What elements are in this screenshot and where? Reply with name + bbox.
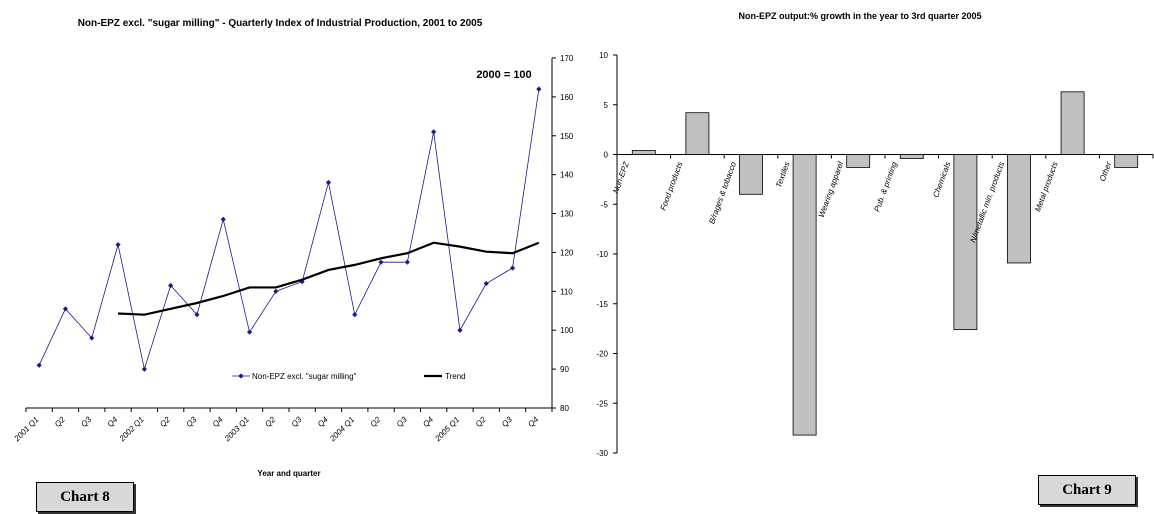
- data-point: [273, 288, 279, 294]
- bar: [899, 154, 924, 159]
- data-point: [299, 279, 305, 285]
- data-point: [483, 280, 489, 287]
- scale-annotation: 2000 = 100: [476, 69, 531, 81]
- data-point: [325, 179, 332, 186]
- data-point: [457, 327, 463, 333]
- y-tick-label: -30: [596, 449, 608, 458]
- data-point: [194, 312, 200, 318]
- legend-marker-series: [238, 373, 244, 379]
- category-label: Non-EPZ: [611, 160, 631, 195]
- y-tick-label: 0: [604, 151, 609, 160]
- legend-label-series: Non-EPZ excl. "sugar milling": [252, 372, 357, 381]
- y-tick-label: 150: [560, 132, 574, 141]
- y-tick-label: 90: [560, 365, 569, 374]
- chart9-title: Non-EPZ output:% growth in the year to 3…: [738, 11, 982, 21]
- bar: [631, 150, 656, 155]
- category-label: Food products: [659, 161, 685, 212]
- x-axis-title: Year and quarter: [257, 469, 320, 478]
- series-line: [38, 89, 540, 371]
- data-point: [36, 362, 42, 368]
- bar: [846, 154, 871, 168]
- y-tick-label: 160: [560, 93, 574, 102]
- y-tick-label: 5: [604, 101, 609, 110]
- chart9-label-box: Chart 9: [1038, 475, 1136, 505]
- data-point: [89, 335, 95, 341]
- y-tick-label: 130: [560, 210, 574, 219]
- chart8-title: Non-EPZ excl. "sugar milling" - Quarterl…: [77, 18, 483, 29]
- bar: [1114, 154, 1139, 168]
- category-label: Metal products: [1033, 161, 1059, 213]
- data-point: [141, 366, 147, 372]
- y-tick-label: -20: [596, 350, 608, 359]
- data-point: [378, 259, 384, 265]
- bar: [685, 112, 710, 155]
- category-label: Pub. & printing: [872, 160, 899, 213]
- data-point: [431, 129, 437, 135]
- bar: [792, 154, 817, 436]
- data-point: [404, 259, 410, 265]
- chart8-label-box: Chart 8: [36, 482, 134, 512]
- y-tick-label: -5: [601, 200, 609, 209]
- bar: [1007, 154, 1031, 264]
- category-label: Other: [1098, 160, 1113, 182]
- category-label: Chemicals: [931, 161, 952, 199]
- y-tick-label: 10: [599, 51, 608, 60]
- bar: [953, 154, 978, 331]
- bar: [1060, 91, 1085, 155]
- data-point: [509, 265, 516, 271]
- y-tick-label: 140: [560, 171, 574, 180]
- legend-label-trend: Trend: [445, 372, 466, 381]
- data-point: [62, 306, 69, 312]
- y-tick-label: -25: [596, 399, 608, 408]
- trend-line: [118, 241, 540, 316]
- y-tick-label: 120: [560, 248, 574, 257]
- y-tick-label: 170: [560, 54, 574, 63]
- data-point: [536, 86, 542, 92]
- data-point: [246, 329, 253, 335]
- y-tick-label: -10: [596, 250, 608, 259]
- data-point: [220, 216, 226, 222]
- data-point: [168, 282, 174, 289]
- category-label: Wearing apparel: [817, 160, 846, 218]
- data-point: [115, 242, 121, 248]
- category-label: B/rages & tobacco: [707, 160, 738, 225]
- y-tick-label: 110: [560, 287, 573, 296]
- y-tick-label: 100: [560, 326, 574, 335]
- y-tick-label: -15: [596, 300, 608, 309]
- bar: [739, 154, 763, 195]
- data-point: [352, 312, 358, 318]
- y-tick-label: 80: [560, 404, 569, 413]
- category-label: Textiles: [774, 161, 792, 189]
